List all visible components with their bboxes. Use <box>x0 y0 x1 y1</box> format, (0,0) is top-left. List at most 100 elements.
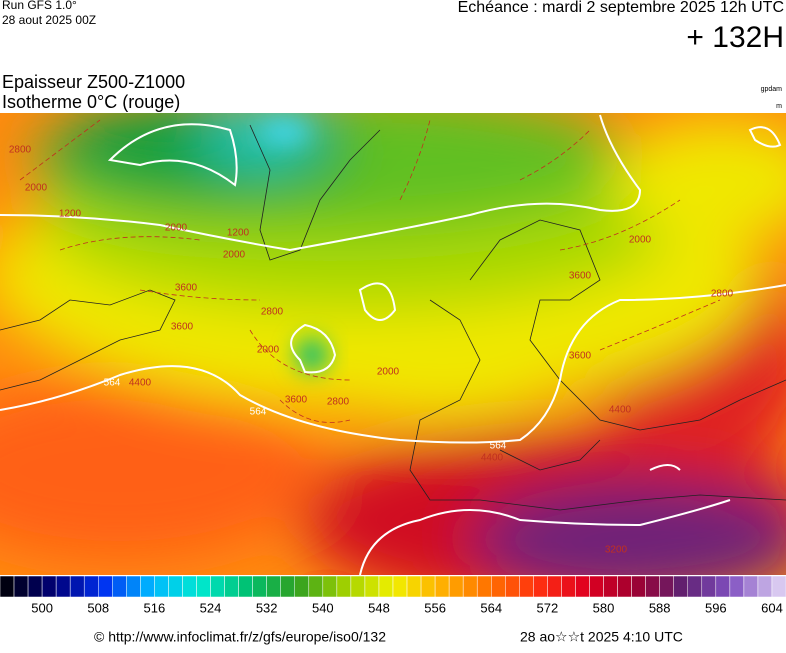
colorbar-label: 516 <box>144 600 166 615</box>
lead-time: + 132H <box>686 21 784 54</box>
colorbar-swatch <box>294 575 310 598</box>
contour-label: 1200 <box>59 209 82 220</box>
contour-label: 3200 <box>605 545 628 556</box>
colorbar-swatch <box>69 575 85 598</box>
colorbar-swatch <box>238 575 253 598</box>
contour-label: 564 <box>104 378 121 389</box>
colorbar-swatch <box>631 575 646 598</box>
footer-made: 28 ao☆☆t 2025 4:10 UTC <box>520 629 683 645</box>
colorbar-label: 524 <box>200 600 222 615</box>
colorbar-swatch <box>308 575 324 598</box>
colorbar-swatch <box>561 575 576 598</box>
colorbar: 500 508 516 524 532 540 548 556 564 572 580 588 596 6… <box>0 575 786 615</box>
contour-label: 564 <box>490 441 507 452</box>
map-title: Epaisseur Z500-Z1000 <box>2 72 185 92</box>
colorbar-swatch <box>448 575 464 598</box>
colorbar-swatch <box>41 575 57 598</box>
colorbar-swatch <box>505 575 520 598</box>
contour-label: 2000 <box>165 223 188 234</box>
colorbar-swatch <box>27 575 43 598</box>
colorbar-swatch <box>547 575 562 598</box>
colorbar-swatch <box>224 575 239 598</box>
colorbar-swatch <box>378 575 394 598</box>
colorbar-swatch <box>13 575 29 598</box>
colorbar-swatch <box>589 575 604 598</box>
colorbar-swatch <box>55 575 71 598</box>
run-label: Run GFS 1.0° <box>2 0 77 12</box>
footer-source: © http://www.infoclimat.fr/z/gfs/europe/… <box>94 629 386 645</box>
contour-label: 2000 <box>257 345 280 356</box>
colorbar-label: 500 <box>31 600 53 615</box>
colorbar-swatch <box>743 575 759 598</box>
colorbar-label: 596 <box>705 600 727 615</box>
colorbar-label: 556 <box>424 600 446 615</box>
contour-label: 2000 <box>223 250 246 261</box>
colorbar-label: 540 <box>312 600 334 615</box>
colorbar-swatch <box>659 575 674 598</box>
colorbar-swatch <box>491 575 506 598</box>
colorbar-swatch <box>420 575 436 598</box>
contour-label: 4400 <box>609 405 632 416</box>
colorbar-swatch <box>617 575 632 598</box>
contour-label: 2800 <box>327 397 350 408</box>
contour-label: 1200 <box>227 228 250 239</box>
contour-label: 2800 <box>711 289 734 300</box>
contour-label: 2000 <box>629 235 652 246</box>
contour-label: 3600 <box>171 322 194 333</box>
map-subtitle: Isotherme 0°C (rouge) <box>2 92 180 112</box>
colorbar-swatch <box>519 575 534 598</box>
colorbar-label: 508 <box>87 600 109 615</box>
contour-label: 2800 <box>9 145 32 156</box>
contour-label: 3600 <box>569 271 592 282</box>
colorbar-swatch <box>701 575 717 598</box>
colorbar-swatch <box>154 575 169 598</box>
colorbar-swatch <box>462 575 478 598</box>
contour-label: 2800 <box>261 307 284 318</box>
map <box>0 113 786 575</box>
colorbar-label: 580 <box>593 600 615 615</box>
contour-label: 4400 <box>481 453 504 464</box>
colorbar-swatch <box>210 575 225 598</box>
colorbar-swatch <box>168 575 183 598</box>
colorbar-swatch <box>715 575 731 598</box>
colorbar-swatch <box>112 575 127 598</box>
colorbar-swatch <box>603 575 618 598</box>
colorbar-swatch <box>266 575 281 598</box>
colorbar-label: 532 <box>256 600 278 615</box>
colorbar-swatch <box>0 575 15 598</box>
valid-time: Echéance : mardi 2 septembre 2025 12h UT… <box>458 0 784 16</box>
contour-label: 3600 <box>175 283 198 294</box>
colorbar-swatch <box>322 575 338 598</box>
colorbar-swatch <box>729 575 745 598</box>
colorbar-swatch <box>83 575 99 598</box>
colorbar-swatch <box>434 575 450 598</box>
run-date: 28 aout 2025 00Z <box>2 13 96 27</box>
colorbar-swatch <box>336 575 352 598</box>
colorbar-label: 564 <box>480 600 502 615</box>
colorbar-swatch <box>364 575 380 598</box>
colorbar-swatch <box>98 575 113 598</box>
colorbar-swatch <box>757 575 773 598</box>
contour-label: 4400 <box>129 378 152 389</box>
colorbar-swatch <box>687 575 703 598</box>
colorbar-swatch <box>140 575 155 598</box>
colorbar-swatch <box>645 575 660 598</box>
unit-thickness: gpdam <box>761 86 783 93</box>
contour-label: 2000 <box>377 367 400 378</box>
colorbar-label: 604 <box>761 600 783 615</box>
colorbar-swatch <box>392 575 408 598</box>
colorbar-swatch <box>406 575 422 598</box>
contour-label: 564 <box>250 407 267 418</box>
colorbar-label: 572 <box>537 600 559 615</box>
colorbar-swatch <box>575 575 590 598</box>
colorbar-swatch <box>182 575 197 598</box>
colorbar-label: 588 <box>649 600 671 615</box>
contour-label: 2000 <box>25 183 48 194</box>
colorbar-swatch <box>350 575 366 598</box>
unit-iso: m <box>776 103 782 110</box>
colorbar-swatch <box>533 575 548 598</box>
colorbar-swatch <box>252 575 267 598</box>
colorbar-swatch <box>196 575 211 598</box>
